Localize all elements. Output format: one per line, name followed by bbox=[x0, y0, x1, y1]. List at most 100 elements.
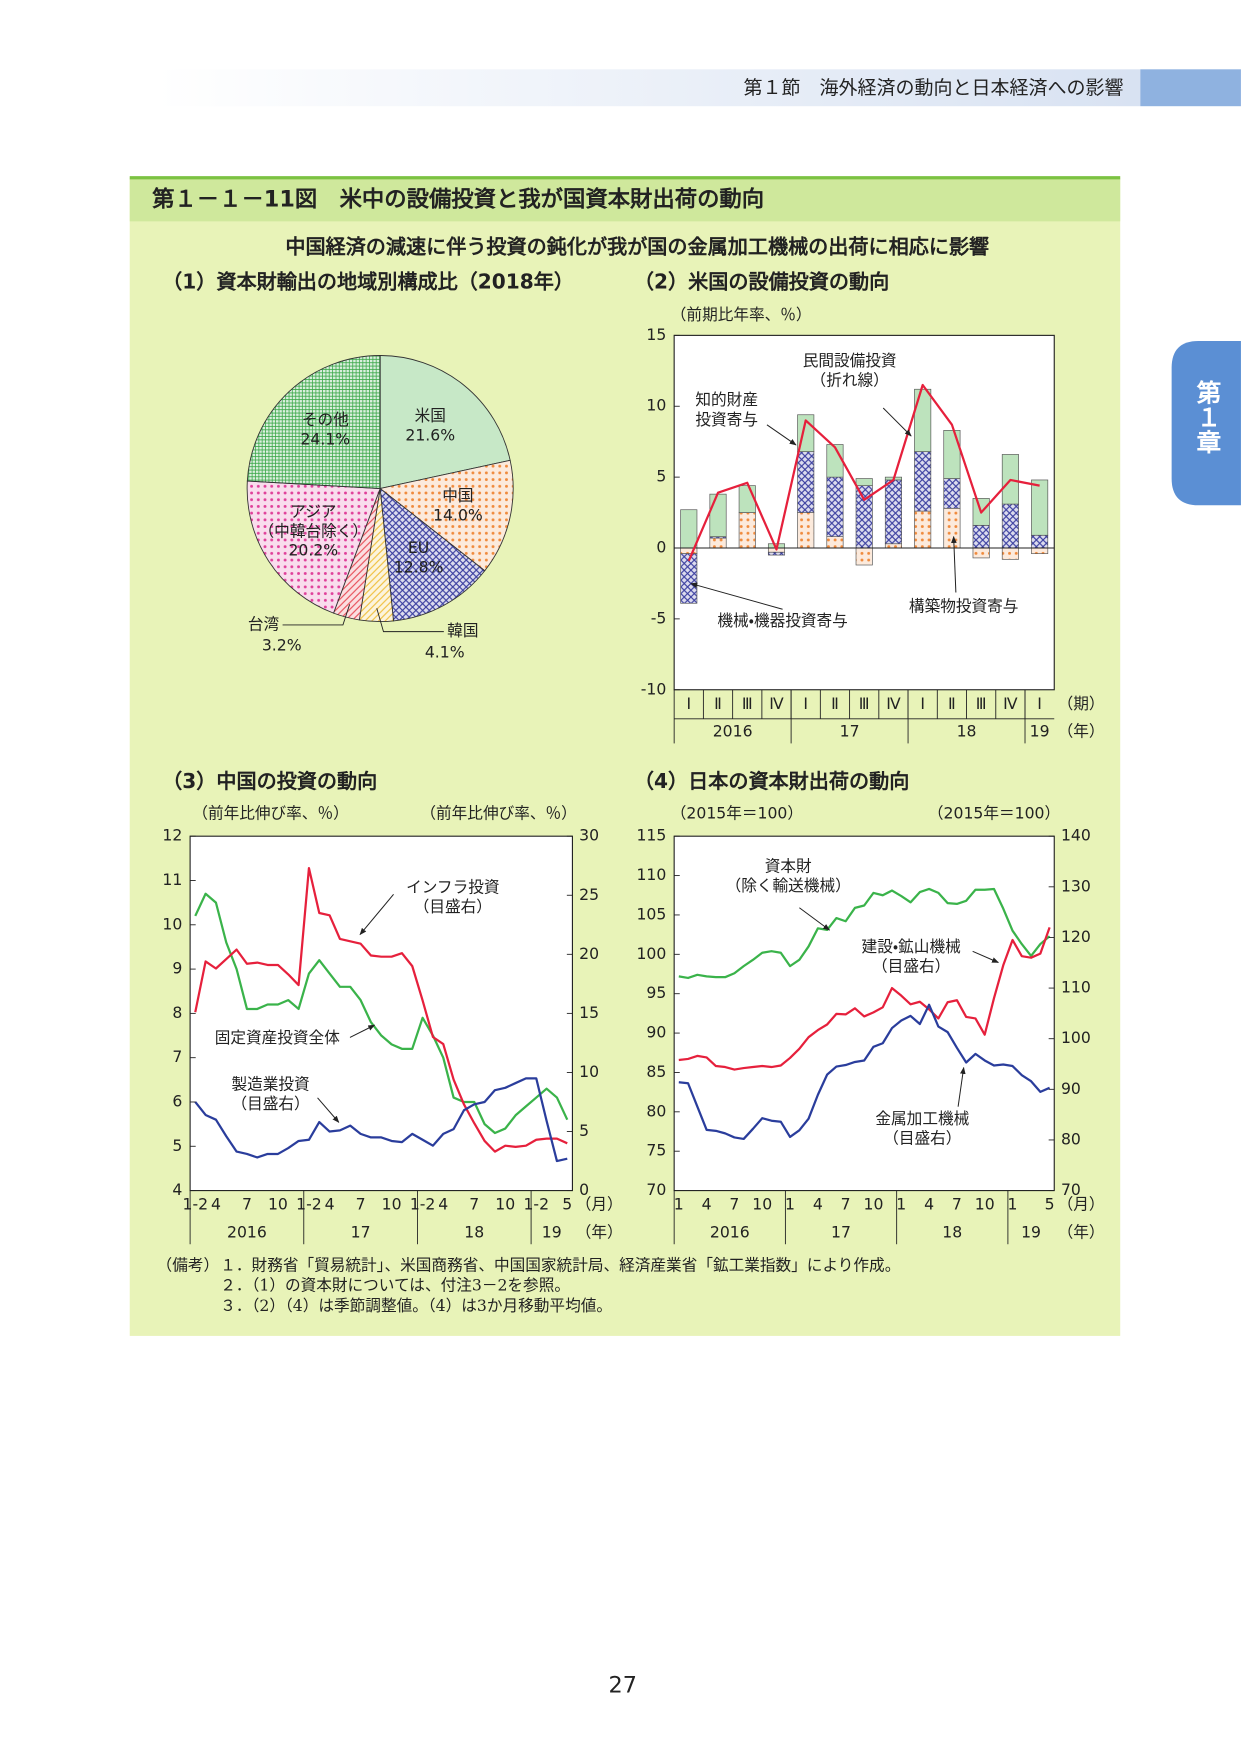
bar-segment bbox=[797, 512, 815, 549]
y-tick-label: 75 bbox=[646, 1141, 666, 1160]
x-tick-label: 1-2 bbox=[296, 1195, 322, 1214]
x-tick-label: Ⅰ bbox=[686, 694, 691, 713]
x-tick-label: Ⅲ bbox=[976, 694, 987, 713]
leader-arrow bbox=[359, 894, 394, 936]
x-tick-label: 10 bbox=[382, 1195, 402, 1214]
group-label: 19 bbox=[542, 1223, 562, 1242]
x-tick-label: 7 bbox=[356, 1195, 366, 1214]
bar-segment bbox=[709, 493, 727, 537]
page-number: 27 bbox=[609, 1672, 637, 1698]
y-tick-label: 30 bbox=[579, 826, 599, 845]
slice-value: 21.6% bbox=[405, 425, 455, 444]
header-band bbox=[156, 69, 1141, 107]
figure-title: 第１－１－11図 米中の設備投資と我が国資本財出荷の動向 bbox=[152, 186, 764, 213]
series-line bbox=[194, 1077, 568, 1163]
group-label: 17 bbox=[840, 722, 860, 741]
y2-axis-label: （前年比伸び率、％） bbox=[420, 803, 576, 822]
x-tick-label: 7 bbox=[952, 1195, 962, 1214]
y-tick-label: 90 bbox=[646, 1023, 666, 1042]
x-tick-label: 10 bbox=[268, 1195, 288, 1214]
bar-segment bbox=[1031, 534, 1049, 549]
y-tick-label: 100 bbox=[636, 944, 666, 963]
slice-label: その他 bbox=[302, 410, 349, 429]
series-line bbox=[678, 926, 1051, 1071]
y-tick-label: 5 bbox=[172, 1136, 182, 1155]
x-unit: （月） bbox=[1058, 1195, 1105, 1214]
y2-axis-label: （2015年＝100） bbox=[928, 803, 1060, 822]
series-label: インフラ投資（目盛右） bbox=[406, 877, 499, 916]
slice-value: 24.1% bbox=[300, 430, 350, 449]
series-label: 機械・機器投資寄与 bbox=[717, 611, 847, 630]
group-label: 2016 bbox=[713, 722, 753, 741]
x-tick-label: 4 bbox=[813, 1195, 823, 1214]
y-tick-label: 90 bbox=[1061, 1079, 1081, 1098]
x-tick-label: 4 bbox=[702, 1195, 712, 1214]
pie-slice bbox=[246, 480, 381, 614]
x-tick-label: 4 bbox=[325, 1195, 335, 1214]
chart-title: （4）日本の資本財出荷の動向 bbox=[634, 769, 909, 793]
leader-arrow bbox=[766, 424, 797, 446]
y-tick-label: 140 bbox=[1061, 826, 1091, 845]
group-label: 19 bbox=[1021, 1223, 1041, 1242]
group-label: 2016 bbox=[710, 1223, 750, 1242]
pie-slice bbox=[379, 487, 486, 622]
slice-label: 中国 bbox=[442, 486, 473, 505]
x-tick-label: Ⅰ bbox=[803, 694, 808, 713]
slice-value: 14.0% bbox=[433, 505, 483, 524]
chapter-label: 第１章 bbox=[1193, 379, 1222, 454]
leader-arrow bbox=[951, 535, 957, 593]
x-tick-label: Ⅱ bbox=[948, 694, 956, 713]
x-tick-label: 10 bbox=[495, 1195, 515, 1214]
series-label: 民間設備投資（折れ線） bbox=[803, 351, 897, 390]
y-axis-label: （2015年＝100） bbox=[671, 803, 803, 822]
y-tick-label: 4 bbox=[172, 1180, 182, 1199]
y-tick-label: 130 bbox=[1061, 876, 1091, 895]
y-axis-label: （前年比伸び率、％） bbox=[192, 803, 348, 822]
x-tick-label: 1 bbox=[674, 1195, 684, 1214]
bar-segment bbox=[826, 476, 844, 537]
bar-segment bbox=[884, 543, 902, 549]
x-tick-label: 1-2 bbox=[523, 1195, 549, 1214]
pie-slice bbox=[379, 355, 511, 490]
series-line bbox=[194, 866, 568, 1153]
y-tick-label: 25 bbox=[579, 885, 599, 904]
y-tick-label: 85 bbox=[646, 1062, 666, 1081]
leader-arrow bbox=[882, 407, 912, 437]
y-tick-label: 12 bbox=[162, 826, 182, 845]
x-tick-label: Ⅲ bbox=[742, 694, 753, 713]
slice-value: 20.2% bbox=[288, 541, 338, 560]
y-tick-label: 11 bbox=[162, 870, 182, 889]
group-label: 17 bbox=[831, 1223, 851, 1242]
figure-title-band bbox=[129, 178, 1121, 222]
x-tick-label: 1-2 bbox=[182, 1195, 208, 1214]
slice-value: 3.2% bbox=[262, 636, 302, 655]
leader-arrow bbox=[799, 907, 831, 931]
bar-segment bbox=[738, 512, 756, 549]
series-label: 知的財産投資寄与 bbox=[695, 390, 758, 429]
bar-segment bbox=[943, 507, 961, 549]
x-tick-label: Ⅰ bbox=[920, 694, 925, 713]
slice-value: 4.1% bbox=[425, 642, 465, 661]
notes-label: （備考） bbox=[157, 1256, 220, 1275]
series-label: 製造業投資（目盛右） bbox=[231, 1074, 309, 1113]
x-tick-label: 7 bbox=[242, 1195, 252, 1214]
x-tick-label: 7 bbox=[729, 1195, 739, 1214]
series-line bbox=[678, 1003, 1051, 1141]
y-tick-label: 10 bbox=[162, 914, 182, 933]
y-tick-label: 15 bbox=[646, 325, 666, 344]
x-tick-label: Ⅲ bbox=[859, 694, 870, 713]
y-tick-label: 9 bbox=[172, 959, 182, 978]
chart-title: （3）中国の投資の動向 bbox=[162, 769, 377, 793]
series-line bbox=[687, 383, 1040, 562]
note: ３．（2）（4）は季節調整値。（4）は3か月移動平均値。 bbox=[220, 1296, 612, 1315]
x-unit: （期） bbox=[1058, 694, 1105, 713]
figure-subtitle: 中国経済の減速に伴う投資の鈍化が我が国の金属加工機械の出荷に相応に影響 bbox=[285, 235, 989, 259]
slice-label: 台湾 bbox=[248, 614, 279, 633]
y-tick-label: 100 bbox=[1061, 1028, 1091, 1047]
bar-segment bbox=[914, 388, 932, 452]
section-title: 第１節 海外経済の動向と日本経済への影響 bbox=[744, 77, 1124, 99]
group-label: 18 bbox=[942, 1223, 962, 1242]
bar-segment bbox=[797, 451, 815, 513]
group-unit: （年） bbox=[1058, 722, 1105, 741]
